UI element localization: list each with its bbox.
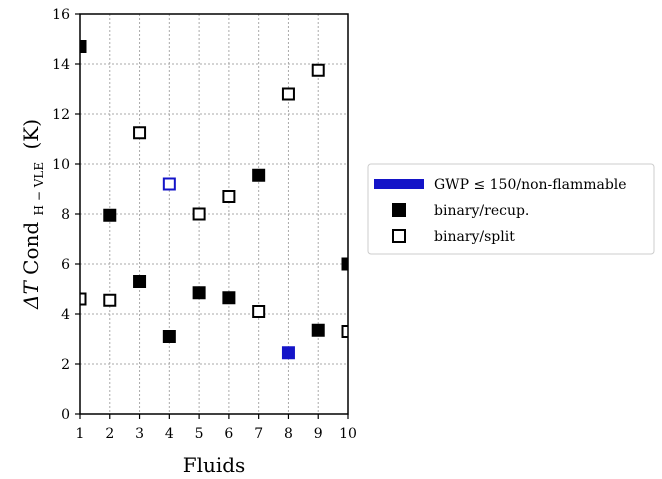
data-points bbox=[80, 40, 348, 360]
data-point-open-square bbox=[222, 190, 236, 203]
y-tick-label: 0 bbox=[61, 407, 70, 423]
data-point-filled-square bbox=[281, 346, 295, 360]
y-axis-title: ΔT Cond H − VLE (K) bbox=[19, 119, 48, 310]
y-tick-label: 10 bbox=[52, 157, 70, 173]
data-point-filled-square bbox=[192, 286, 206, 300]
x-tick-label: 3 bbox=[135, 426, 144, 442]
data-point-open-square bbox=[80, 292, 87, 306]
data-point-filled-square bbox=[133, 275, 147, 288]
legend-marker-open-square bbox=[392, 229, 406, 243]
data-point-filled-square bbox=[103, 208, 117, 222]
x-axis-title: Fluids bbox=[183, 453, 246, 477]
data-point-filled-square bbox=[341, 257, 348, 271]
data-point-open-square bbox=[281, 87, 295, 101]
y-tick-label: 4 bbox=[61, 307, 70, 323]
x-tick-label: 4 bbox=[165, 426, 174, 442]
legend-marker-filled-square bbox=[392, 203, 406, 217]
y-tick-label: 2 bbox=[61, 357, 70, 373]
y-tick-label: 6 bbox=[61, 257, 70, 273]
data-point-open-square bbox=[341, 325, 348, 338]
data-point-open-square bbox=[252, 305, 266, 318]
y-axis-title-subscript: H − VLE bbox=[32, 162, 46, 216]
data-point-open-square bbox=[103, 293, 117, 307]
y-tick-label: 12 bbox=[52, 107, 70, 123]
data-point-filled-square bbox=[222, 291, 236, 305]
x-tick-label: 1 bbox=[76, 426, 85, 442]
x-tick-label: 7 bbox=[254, 426, 263, 442]
y-axis-title-prefix: ΔT bbox=[19, 280, 43, 310]
x-tick-label: 5 bbox=[195, 426, 204, 442]
data-point-filled-square bbox=[311, 323, 325, 337]
y-axis-title-main: Cond bbox=[19, 222, 43, 275]
data-point-filled-square bbox=[252, 168, 266, 182]
x-tick-label: 2 bbox=[105, 426, 114, 442]
y-tick-label: 14 bbox=[52, 57, 70, 73]
x-tick-label: 10 bbox=[339, 426, 357, 442]
data-point-open-square bbox=[133, 126, 147, 140]
legend-label: binary/split bbox=[434, 229, 515, 245]
x-tick-label: 9 bbox=[314, 426, 323, 442]
data-point-filled-square bbox=[162, 330, 176, 343]
x-tick-label: 8 bbox=[284, 426, 293, 442]
y-tick-label: 8 bbox=[61, 207, 70, 223]
data-point-open-square bbox=[311, 63, 325, 77]
grid-lines bbox=[79, 13, 349, 415]
legend-box bbox=[367, 163, 655, 255]
x-tick-label: 6 bbox=[224, 426, 233, 442]
legend-label: GWP ≤ 150/non-flammable bbox=[434, 177, 627, 193]
legend-marker-bar bbox=[374, 179, 424, 189]
data-point-open-square bbox=[162, 177, 176, 191]
y-axis-title-unit: (K) bbox=[19, 119, 43, 150]
data-point-open-square bbox=[192, 207, 206, 221]
legend: GWP ≤ 150/non-flammable binary/recup. bina… bbox=[367, 163, 655, 255]
y-tick-label: 16 bbox=[52, 7, 70, 23]
data-point-filled-square bbox=[80, 40, 87, 53]
legend-label: binary/recup. bbox=[434, 203, 529, 219]
